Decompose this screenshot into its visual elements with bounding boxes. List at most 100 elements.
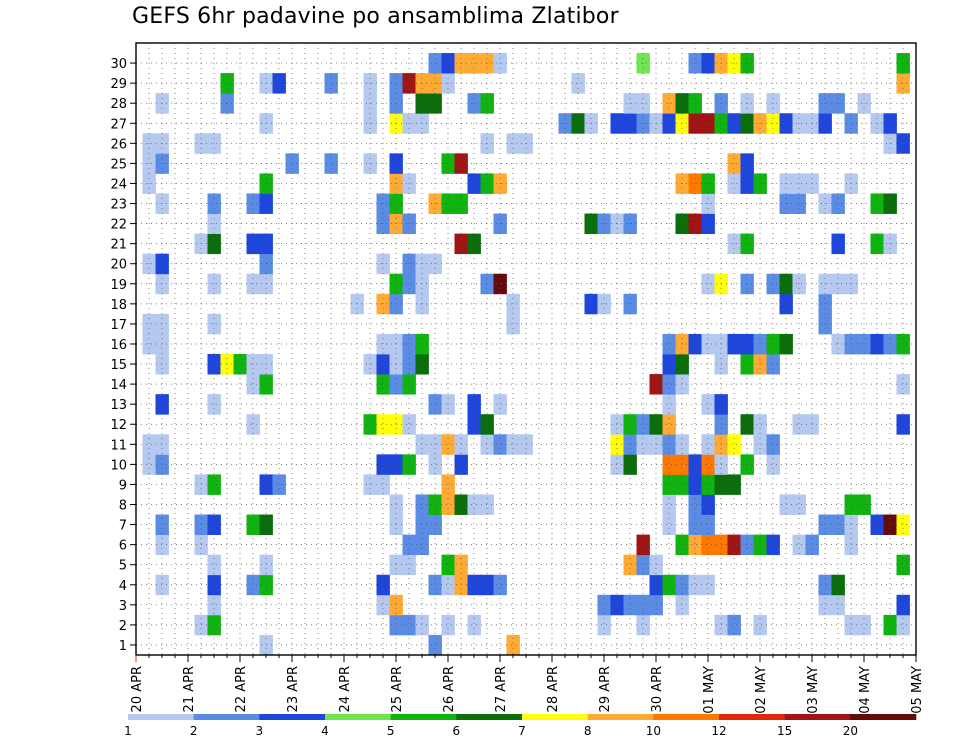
heatmap-cell — [480, 574, 494, 596]
heatmap-cell — [155, 514, 169, 536]
heatmap-cell — [896, 414, 910, 435]
x-tick-label: 29 APR — [598, 666, 613, 712]
x-axis-ticks: 20 APR 21 APR 22 APR 23 APR 24 APR 25 APR 26 A… — [130, 655, 925, 714]
heatmap-cell — [415, 293, 429, 315]
heatmap-cell — [506, 313, 520, 335]
x-tick-label: 25 APR — [390, 666, 405, 712]
heatmap-cell — [896, 333, 910, 355]
heatmap-cell — [675, 333, 689, 355]
legend-label: 8 — [584, 724, 592, 738]
heatmap-cell — [623, 293, 637, 315]
x-tick-label: 30 APR — [650, 666, 665, 712]
heatmap-cell — [155, 313, 169, 335]
heatmap-cell — [246, 414, 260, 435]
heatmap-cell — [753, 414, 767, 435]
heatmap-cell — [805, 414, 819, 435]
heatmap-cell — [688, 454, 702, 475]
heatmap-cell — [376, 374, 390, 395]
heatmap-cell — [857, 614, 871, 636]
y-tick-label: 23 — [110, 198, 127, 213]
heatmap-cell — [675, 354, 689, 375]
x-tick-label: 20 APR — [130, 666, 145, 712]
legend-label: 12 — [711, 724, 726, 738]
heatmap-cell — [818, 514, 832, 536]
heatmap-cell — [467, 394, 481, 415]
heatmap-cell — [753, 354, 767, 375]
heatmap-cell — [428, 634, 442, 656]
y-tick-label: 4 — [119, 579, 127, 594]
heatmap-cell — [415, 494, 429, 515]
heatmap-cell — [506, 293, 520, 315]
chart-title: GEFS 6hr padavine po ansamblima Zlatibor — [132, 4, 619, 29]
heatmap-cell — [610, 434, 624, 455]
heatmap-cell — [675, 574, 689, 596]
legend-swatch — [587, 714, 654, 720]
heatmap-cell — [662, 574, 676, 596]
heatmap-cell — [467, 414, 481, 435]
heatmap-cell — [402, 454, 416, 475]
heatmap-cell — [415, 333, 429, 355]
legend-swatch — [390, 714, 457, 720]
heatmap-cell — [402, 374, 416, 395]
heatmap-cell — [441, 614, 455, 636]
legend-label: 20 — [843, 724, 858, 738]
y-tick-label: 19 — [110, 278, 127, 293]
heatmap-cell — [636, 594, 650, 616]
heatmap-cell — [701, 333, 715, 355]
heatmap-cell — [142, 313, 156, 335]
legend-swatch — [456, 714, 523, 720]
heatmap-cell — [142, 434, 156, 455]
heatmap-cell — [233, 354, 247, 375]
heatmap-cell — [155, 454, 169, 475]
heatmap-cell — [480, 494, 494, 515]
grid-lines — [136, 43, 916, 655]
heatmap-cell — [441, 554, 455, 576]
heatmap-cell — [727, 333, 741, 355]
heatmap-cell — [207, 614, 221, 636]
heatmap-cell — [441, 474, 455, 495]
heatmap-cell — [480, 434, 494, 455]
heatmap-cell — [428, 514, 442, 536]
legend-swatch — [784, 714, 851, 720]
heatmap-cell — [896, 554, 910, 576]
heatmap-cell — [506, 634, 520, 656]
heatmap-cell — [415, 514, 429, 536]
legend-label: 4 — [321, 724, 329, 738]
heatmap-cell — [727, 614, 741, 636]
heatmap-cell — [207, 514, 221, 536]
heatmap-cell — [467, 494, 481, 515]
legend-swatch — [325, 714, 391, 720]
heatmap-cell — [818, 594, 832, 616]
heatmap-cell — [402, 354, 416, 375]
y-tick-label: 2 — [119, 619, 127, 634]
heatmap-cell — [740, 333, 754, 355]
heatmap-cell — [896, 594, 910, 616]
x-tick-label: 22 APR — [234, 666, 249, 712]
heatmap-cell — [610, 454, 624, 475]
heatmap-cell — [415, 614, 429, 636]
y-tick-label: 26 — [110, 137, 127, 152]
y-tick-label: 18 — [110, 298, 127, 313]
y-tick-label: 27 — [110, 117, 127, 132]
y-tick-label: 16 — [110, 338, 127, 353]
heatmap-cell — [415, 434, 429, 455]
legend-label: 5 — [387, 724, 395, 738]
heatmap-cell — [493, 434, 507, 455]
legend-swatch — [259, 714, 326, 720]
heatmap-cell — [675, 434, 689, 455]
heatmap-cell — [766, 333, 780, 355]
heatmap-cell — [402, 614, 416, 636]
heatmap-cell — [610, 414, 624, 435]
heatmap-cell — [350, 293, 364, 315]
heatmap-cell — [376, 333, 390, 355]
heatmap-cell — [441, 394, 455, 415]
legend-swatch — [193, 714, 260, 720]
heatmap-cell — [675, 534, 689, 556]
heatmap-cell — [363, 354, 377, 375]
x-tick-label: 01 MAY — [702, 666, 717, 714]
heatmap-cell — [766, 354, 780, 375]
heatmap-cell — [428, 454, 442, 475]
heatmap-cell — [402, 554, 416, 576]
heatmap-cell — [805, 534, 819, 556]
x-tick-label: 05 MAY — [910, 666, 925, 714]
